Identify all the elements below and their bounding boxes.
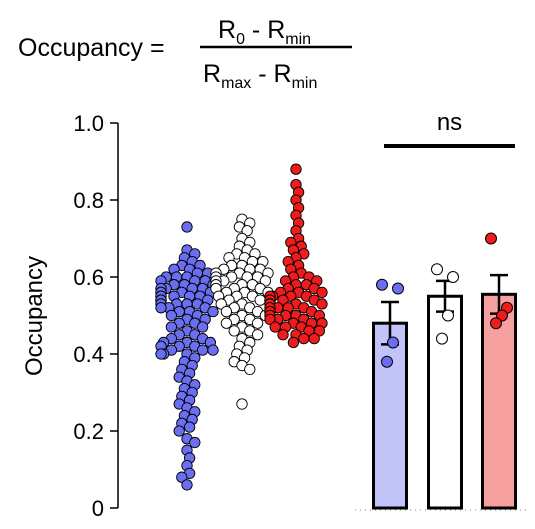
strip-point <box>264 313 276 325</box>
y-axis-title: Occupancy <box>21 256 48 376</box>
strip-point <box>220 305 233 318</box>
strip-point <box>189 436 201 449</box>
occupancy-equation: Occupancy = R0 - Rmin Rmax - Rmin <box>18 16 352 92</box>
strip-point <box>155 302 167 314</box>
strip-point <box>308 332 320 345</box>
strip-point <box>196 321 209 333</box>
strip-point <box>241 225 253 237</box>
strip-point <box>269 321 281 333</box>
strip-point <box>196 344 209 356</box>
strip-plot <box>155 163 328 491</box>
strip-point <box>316 286 328 299</box>
bar-data-point <box>490 317 502 330</box>
strip-point <box>290 163 302 175</box>
strip-point <box>236 398 248 410</box>
equation-denominator: Rmax - Rmin <box>203 60 317 92</box>
mean-bar <box>427 294 463 510</box>
equation-lhs: Occupancy = <box>18 34 165 62</box>
bar-group-white <box>427 263 463 510</box>
bar-data-point <box>447 271 459 283</box>
strip-point <box>298 332 310 345</box>
strip-point <box>165 321 178 333</box>
y-tick-label: 0.2 <box>73 419 104 444</box>
strip-point <box>215 298 227 310</box>
strip-point <box>181 479 193 491</box>
significance-bracket: ns <box>384 109 515 148</box>
strip-point <box>165 309 178 322</box>
strip-point <box>173 425 185 437</box>
y-ticks: 0 0.2 0.4 0.6 0.8 1.0 <box>73 111 118 521</box>
strip-point <box>176 471 188 483</box>
strip-point <box>277 294 289 306</box>
strip-point <box>316 298 328 310</box>
strip-point <box>207 344 219 356</box>
y-tick-label: 1.0 <box>73 111 104 136</box>
equation-numerator: R0 - Rmin <box>218 16 311 48</box>
y-axis: 0 0.2 0.4 0.6 0.8 1.0 Occupancy <box>21 111 119 521</box>
strip-point <box>251 317 264 329</box>
strip-point <box>259 275 272 287</box>
strip-point <box>155 348 167 360</box>
y-tick-label: 0.6 <box>73 265 104 290</box>
strip-point <box>277 329 289 341</box>
strip-point <box>207 305 219 318</box>
strip-point <box>244 363 256 376</box>
strip-group-white <box>210 213 274 410</box>
mean-bar <box>372 321 408 510</box>
y-tick-label: 0.8 <box>73 188 104 213</box>
strip-point <box>220 317 233 329</box>
significance-label: ns <box>437 109 462 136</box>
bar-data-point <box>442 309 454 322</box>
bar-data-point <box>436 332 448 345</box>
mean-bar <box>481 292 517 510</box>
strip-point <box>228 325 240 337</box>
strip-group-red <box>264 163 328 349</box>
bar-data-point <box>431 263 443 276</box>
strip-group-blue <box>155 221 219 491</box>
strip-point <box>313 325 326 337</box>
bar-plot <box>372 232 517 510</box>
bar-group-blue <box>372 278 408 510</box>
strip-point <box>251 329 264 341</box>
y-tick-label: 0 <box>92 496 104 521</box>
bar-data-point <box>387 336 399 349</box>
strip-point <box>254 294 266 306</box>
bar-data-point <box>381 355 393 368</box>
bar-group-red <box>481 232 517 510</box>
strip-point <box>181 221 193 233</box>
bar-data-point <box>376 278 388 291</box>
bar-data-point <box>485 232 497 245</box>
bar-data-point <box>392 282 404 295</box>
strip-point <box>287 336 300 349</box>
y-tick-label: 0.4 <box>73 342 104 367</box>
strip-point <box>183 421 196 433</box>
